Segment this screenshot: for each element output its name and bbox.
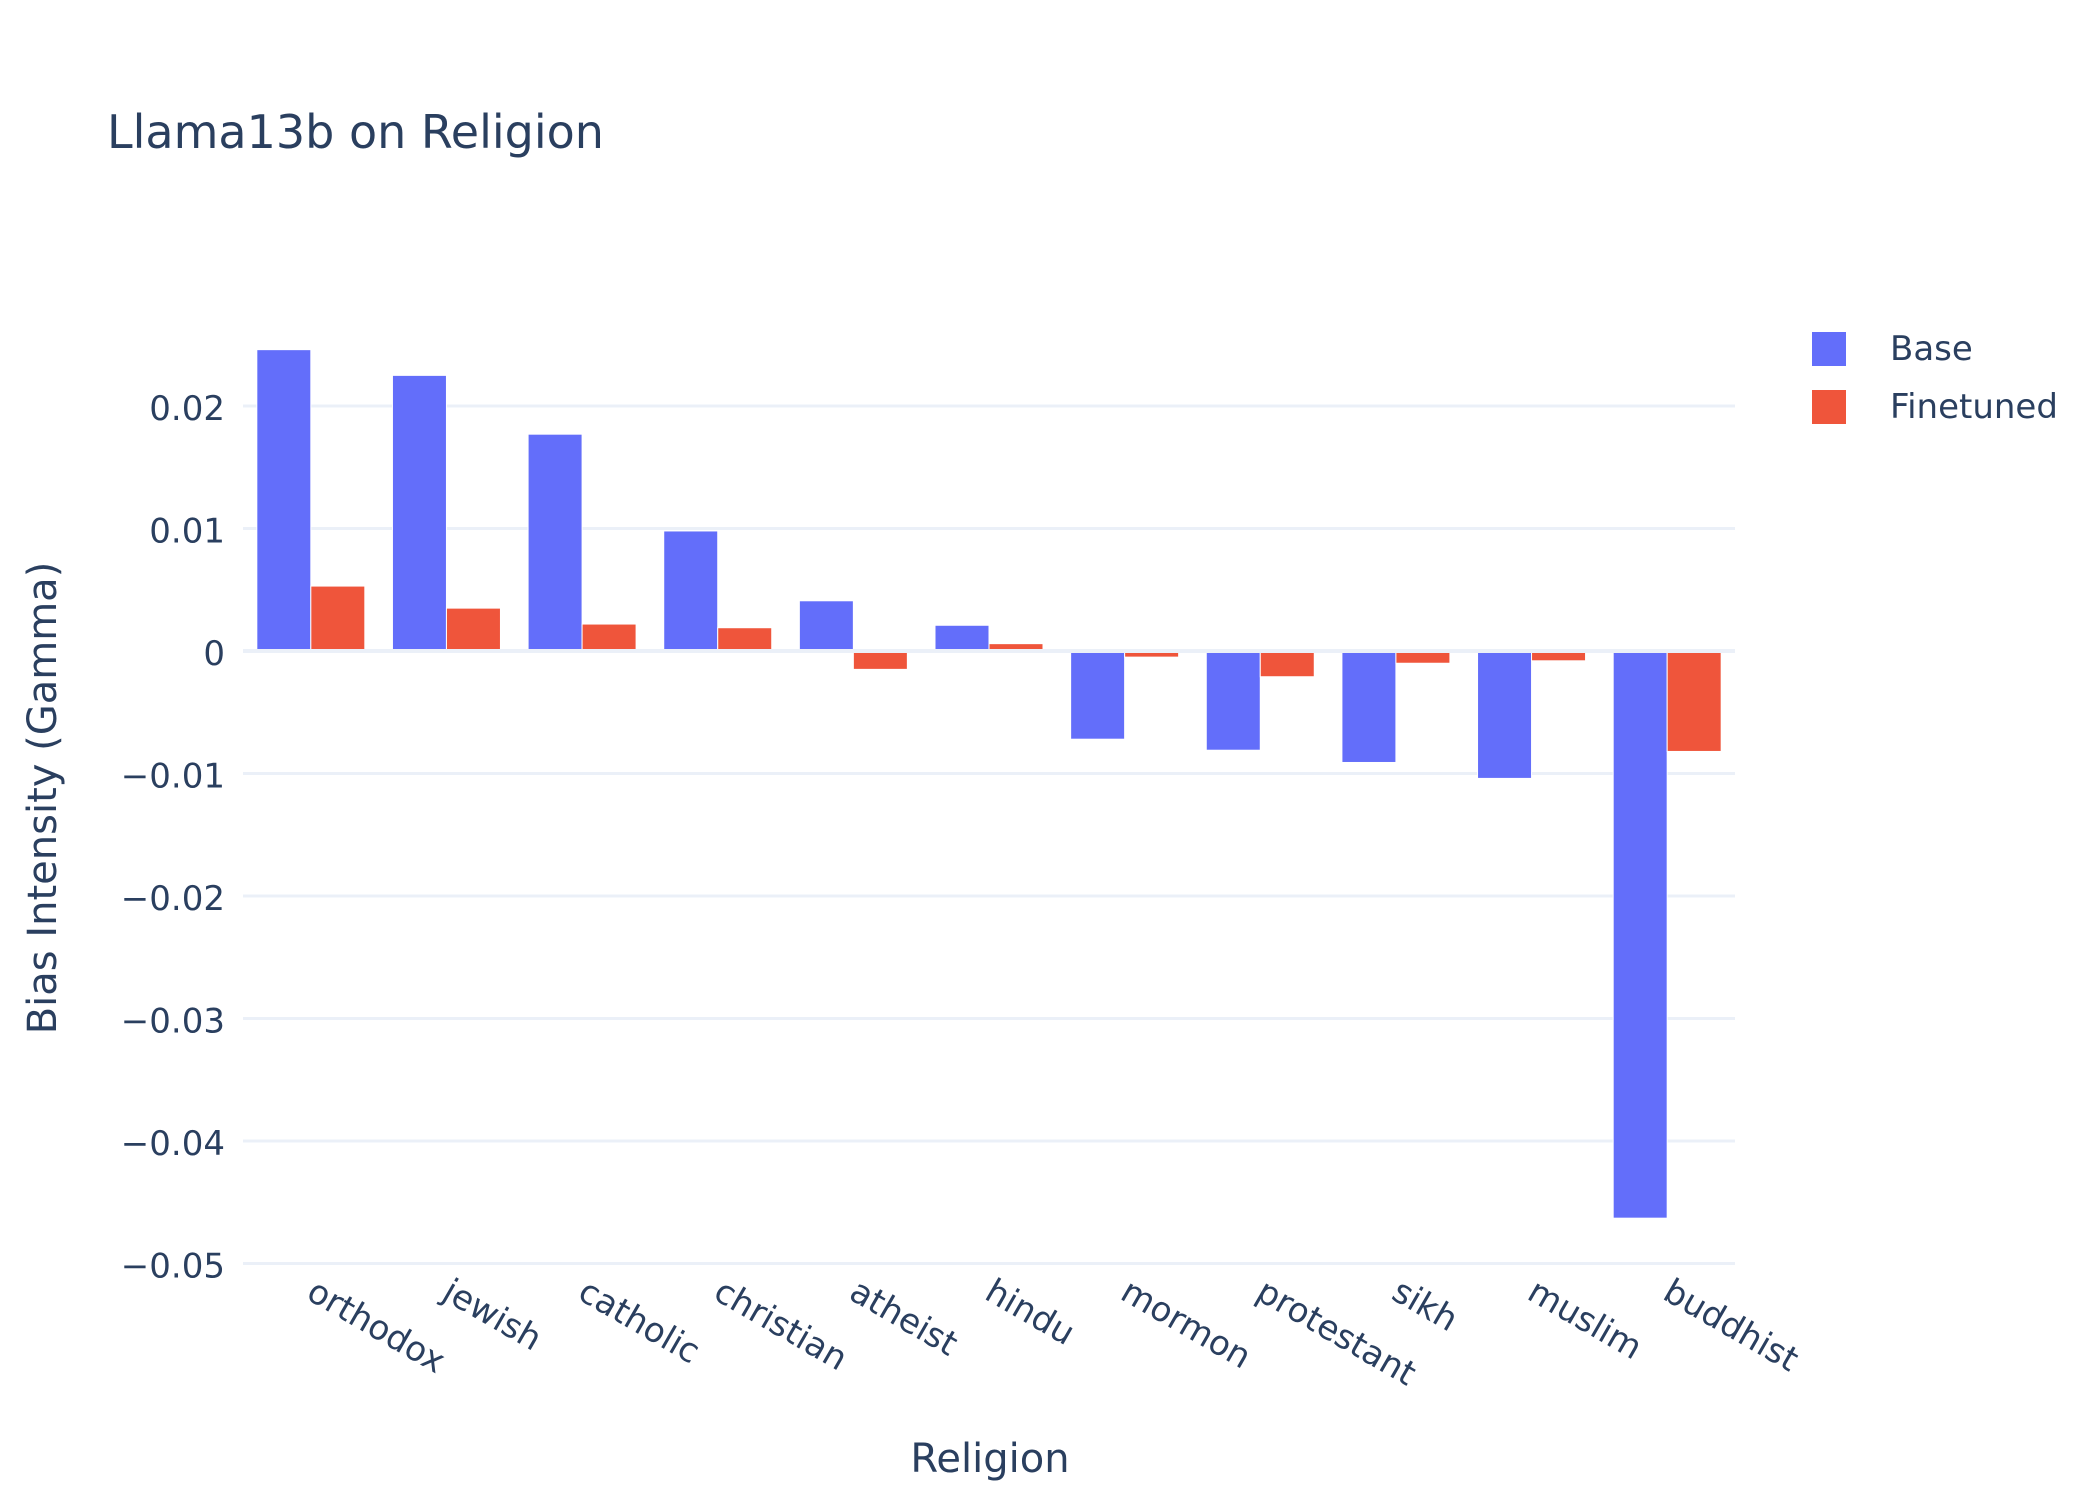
bar-finetuned-atheist — [852, 650, 908, 670]
y-tick-label: 0 — [203, 634, 225, 674]
y-tick-label: 0.02 — [149, 389, 225, 429]
bar-base-catholic — [527, 433, 583, 652]
y-tick-label: −0.01 — [121, 757, 225, 797]
legend-label-base: Base — [1890, 329, 1973, 369]
y-tick-label: 0.01 — [149, 512, 225, 552]
bar-base-jewish — [391, 374, 447, 652]
bar-finetuned-orthodox — [310, 585, 366, 652]
bar-base-muslim — [1477, 650, 1533, 779]
bars — [256, 349, 1722, 1219]
legend-swatch-finetuned — [1812, 390, 1846, 424]
y-axis-ticks: 0.02 0.01 0 −0.01 −0.02 −0.03 −0.04 −0.05 — [121, 389, 225, 1287]
bar-base-protestant — [1205, 650, 1261, 751]
legend-label-finetuned: Finetuned — [1890, 387, 2058, 427]
x-axis-title: Religion — [910, 1436, 1069, 1482]
bar-base-christian — [663, 530, 719, 652]
bar-finetuned-buddhist — [1666, 650, 1722, 752]
bar-base-hindu — [934, 624, 990, 652]
y-tick-label: −0.02 — [121, 879, 225, 919]
bar-finetuned-catholic — [581, 623, 637, 652]
legend[interactable]: Base Finetuned — [1812, 329, 2058, 427]
y-tick-label: −0.03 — [121, 1002, 225, 1042]
bar-finetuned-christian — [717, 627, 773, 652]
bar-base-orthodox — [256, 349, 312, 652]
y-axis-title: Bias Intensity (Gamma) — [20, 562, 66, 1035]
bar-base-buddhist — [1612, 650, 1668, 1219]
bar-base-atheist — [798, 600, 854, 652]
legend-swatch-base — [1812, 332, 1846, 366]
bar-finetuned-jewish — [445, 607, 501, 652]
bar-base-mormon — [1070, 650, 1126, 740]
bar-base-sikh — [1341, 650, 1397, 763]
y-tick-label: −0.05 — [121, 1247, 225, 1287]
gridlines — [243, 404, 1735, 1265]
chart-title: Llama13b on Religion — [107, 105, 604, 159]
y-tick-label: −0.04 — [121, 1124, 225, 1164]
bar-finetuned-protestant — [1259, 650, 1315, 678]
